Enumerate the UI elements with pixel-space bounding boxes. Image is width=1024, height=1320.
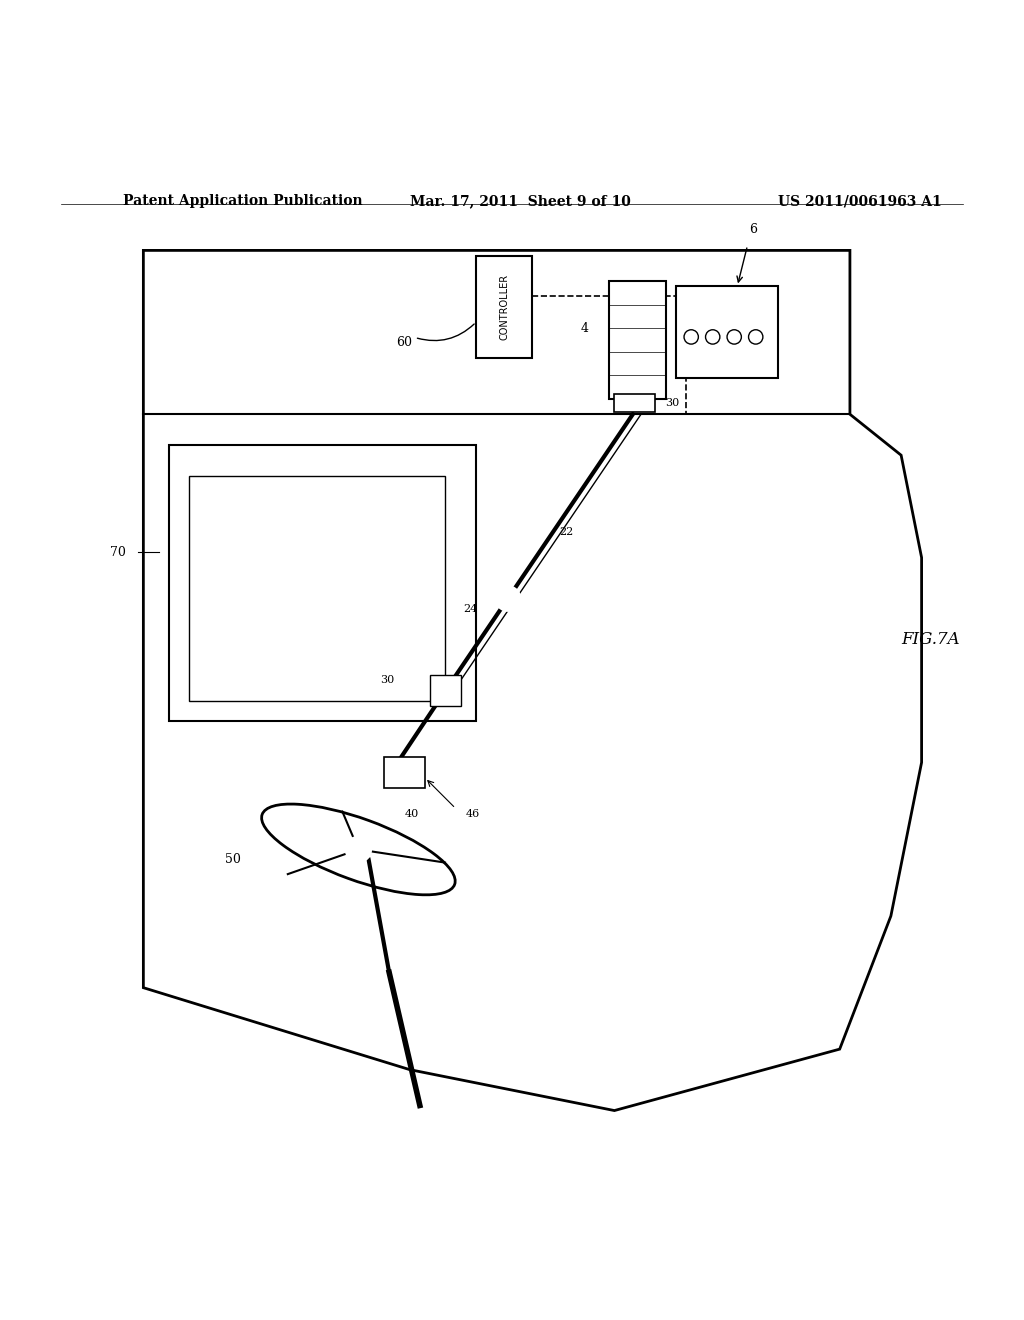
Text: 60: 60 [396,337,413,348]
Bar [476,256,532,358]
Circle shape [496,586,520,611]
Text: 50: 50 [225,853,242,866]
Text: 40: 40 [404,809,419,818]
Text: 6: 6 [749,223,757,236]
Text: 70: 70 [110,546,126,558]
PathPatch shape [143,251,922,1110]
Text: CONTROLLER: CONTROLLER [500,273,509,339]
Bar [384,758,425,788]
Text: 46: 46 [466,809,480,818]
Text: 30: 30 [666,397,680,408]
Text: 30: 30 [380,676,394,685]
Bar [614,393,655,412]
Bar [169,445,476,722]
Bar [609,281,666,399]
Bar [676,286,778,379]
Text: 24: 24 [463,603,477,614]
Text: 22: 22 [559,527,573,537]
Text: FIG.7A: FIG.7A [901,631,959,648]
Text: Patent Application Publication: Patent Application Publication [123,194,362,209]
Bar [189,475,445,701]
Text: 4: 4 [581,322,589,335]
Bar [430,676,461,706]
Text: US 2011/0061963 A1: US 2011/0061963 A1 [778,194,942,209]
Circle shape [346,837,371,862]
Text: Mar. 17, 2011  Sheet 9 of 10: Mar. 17, 2011 Sheet 9 of 10 [410,194,631,209]
